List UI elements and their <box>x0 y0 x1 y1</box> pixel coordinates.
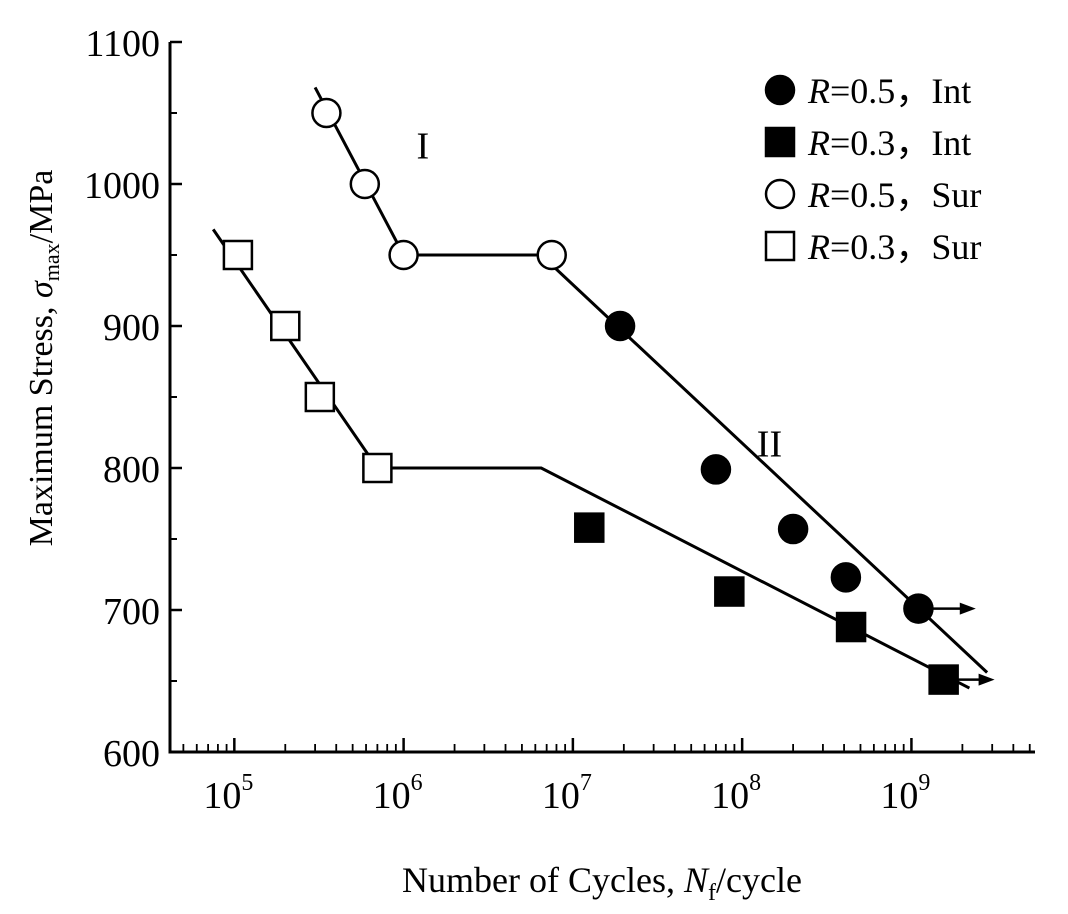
point-r-0-3-int <box>928 664 959 695</box>
point-r-0-5-int <box>700 454 732 485</box>
region-one-label: I <box>417 125 430 167</box>
y-tick-label: 900 <box>103 307 160 349</box>
y-tick-label: 1100 <box>85 23 160 65</box>
point-r-0-5-sur <box>311 97 342 129</box>
y-tick-label: 800 <box>103 449 160 491</box>
point-r-0-3-int <box>835 611 867 643</box>
runout-arrowhead <box>959 602 976 615</box>
point-r-0-3-sur <box>270 310 301 342</box>
point-r-0-5-int <box>830 562 862 593</box>
point-r-0-5-sur <box>349 168 381 200</box>
y-tick-label: 600 <box>103 733 160 775</box>
legend-label: R=0.3，Int <box>807 123 971 163</box>
point-r-0-3-sur <box>304 381 336 413</box>
point-r-0-3-sur <box>222 239 254 271</box>
y-tick-label: 1000 <box>84 165 160 207</box>
legend-label: R=0.5，Sur <box>807 175 981 215</box>
legend-marker <box>764 126 796 158</box>
x-tick-label: 107 <box>542 770 592 817</box>
x-tick-label: 108 <box>711 770 761 817</box>
legend: R=0.5，Int R=0.3，Int R=0.5，Sur R=0.3，Sur <box>764 71 981 267</box>
x-axis-title: Number of Cycles, Nf/cycle <box>402 860 802 906</box>
plot-area: 600 700 800 900 1000 1100 105 106 107 108 109 Numbe… <box>23 23 1035 906</box>
legend-marker <box>764 178 796 210</box>
x-tick-label: 109 <box>880 770 930 817</box>
fit-line <box>211 228 971 690</box>
legend-marker <box>764 230 796 262</box>
x-tick-label: 106 <box>373 770 423 817</box>
legend-label: R=0.5，Int <box>807 71 971 111</box>
point-r-0-5-int <box>604 310 636 342</box>
point-r-0-3-int <box>574 512 605 543</box>
point-r-0-5-sur <box>388 239 419 271</box>
region-two-label: II <box>757 424 782 466</box>
x-tick-label: 105 <box>203 770 253 817</box>
legend-label: R=0.3，Sur <box>807 227 981 267</box>
point-r-0-5-sur <box>536 239 567 271</box>
runout-arrowhead <box>978 673 995 686</box>
legend-marker <box>764 74 796 106</box>
point-r-0-3-sur <box>362 452 393 484</box>
point-r-0-5-int <box>777 513 809 545</box>
point-r-0-5-int <box>903 593 934 624</box>
y-tick-label: 700 <box>103 591 160 633</box>
point-r-0-3-int <box>714 576 745 607</box>
y-axis-title: Maximum Stress, σmax/MPa <box>23 170 64 547</box>
